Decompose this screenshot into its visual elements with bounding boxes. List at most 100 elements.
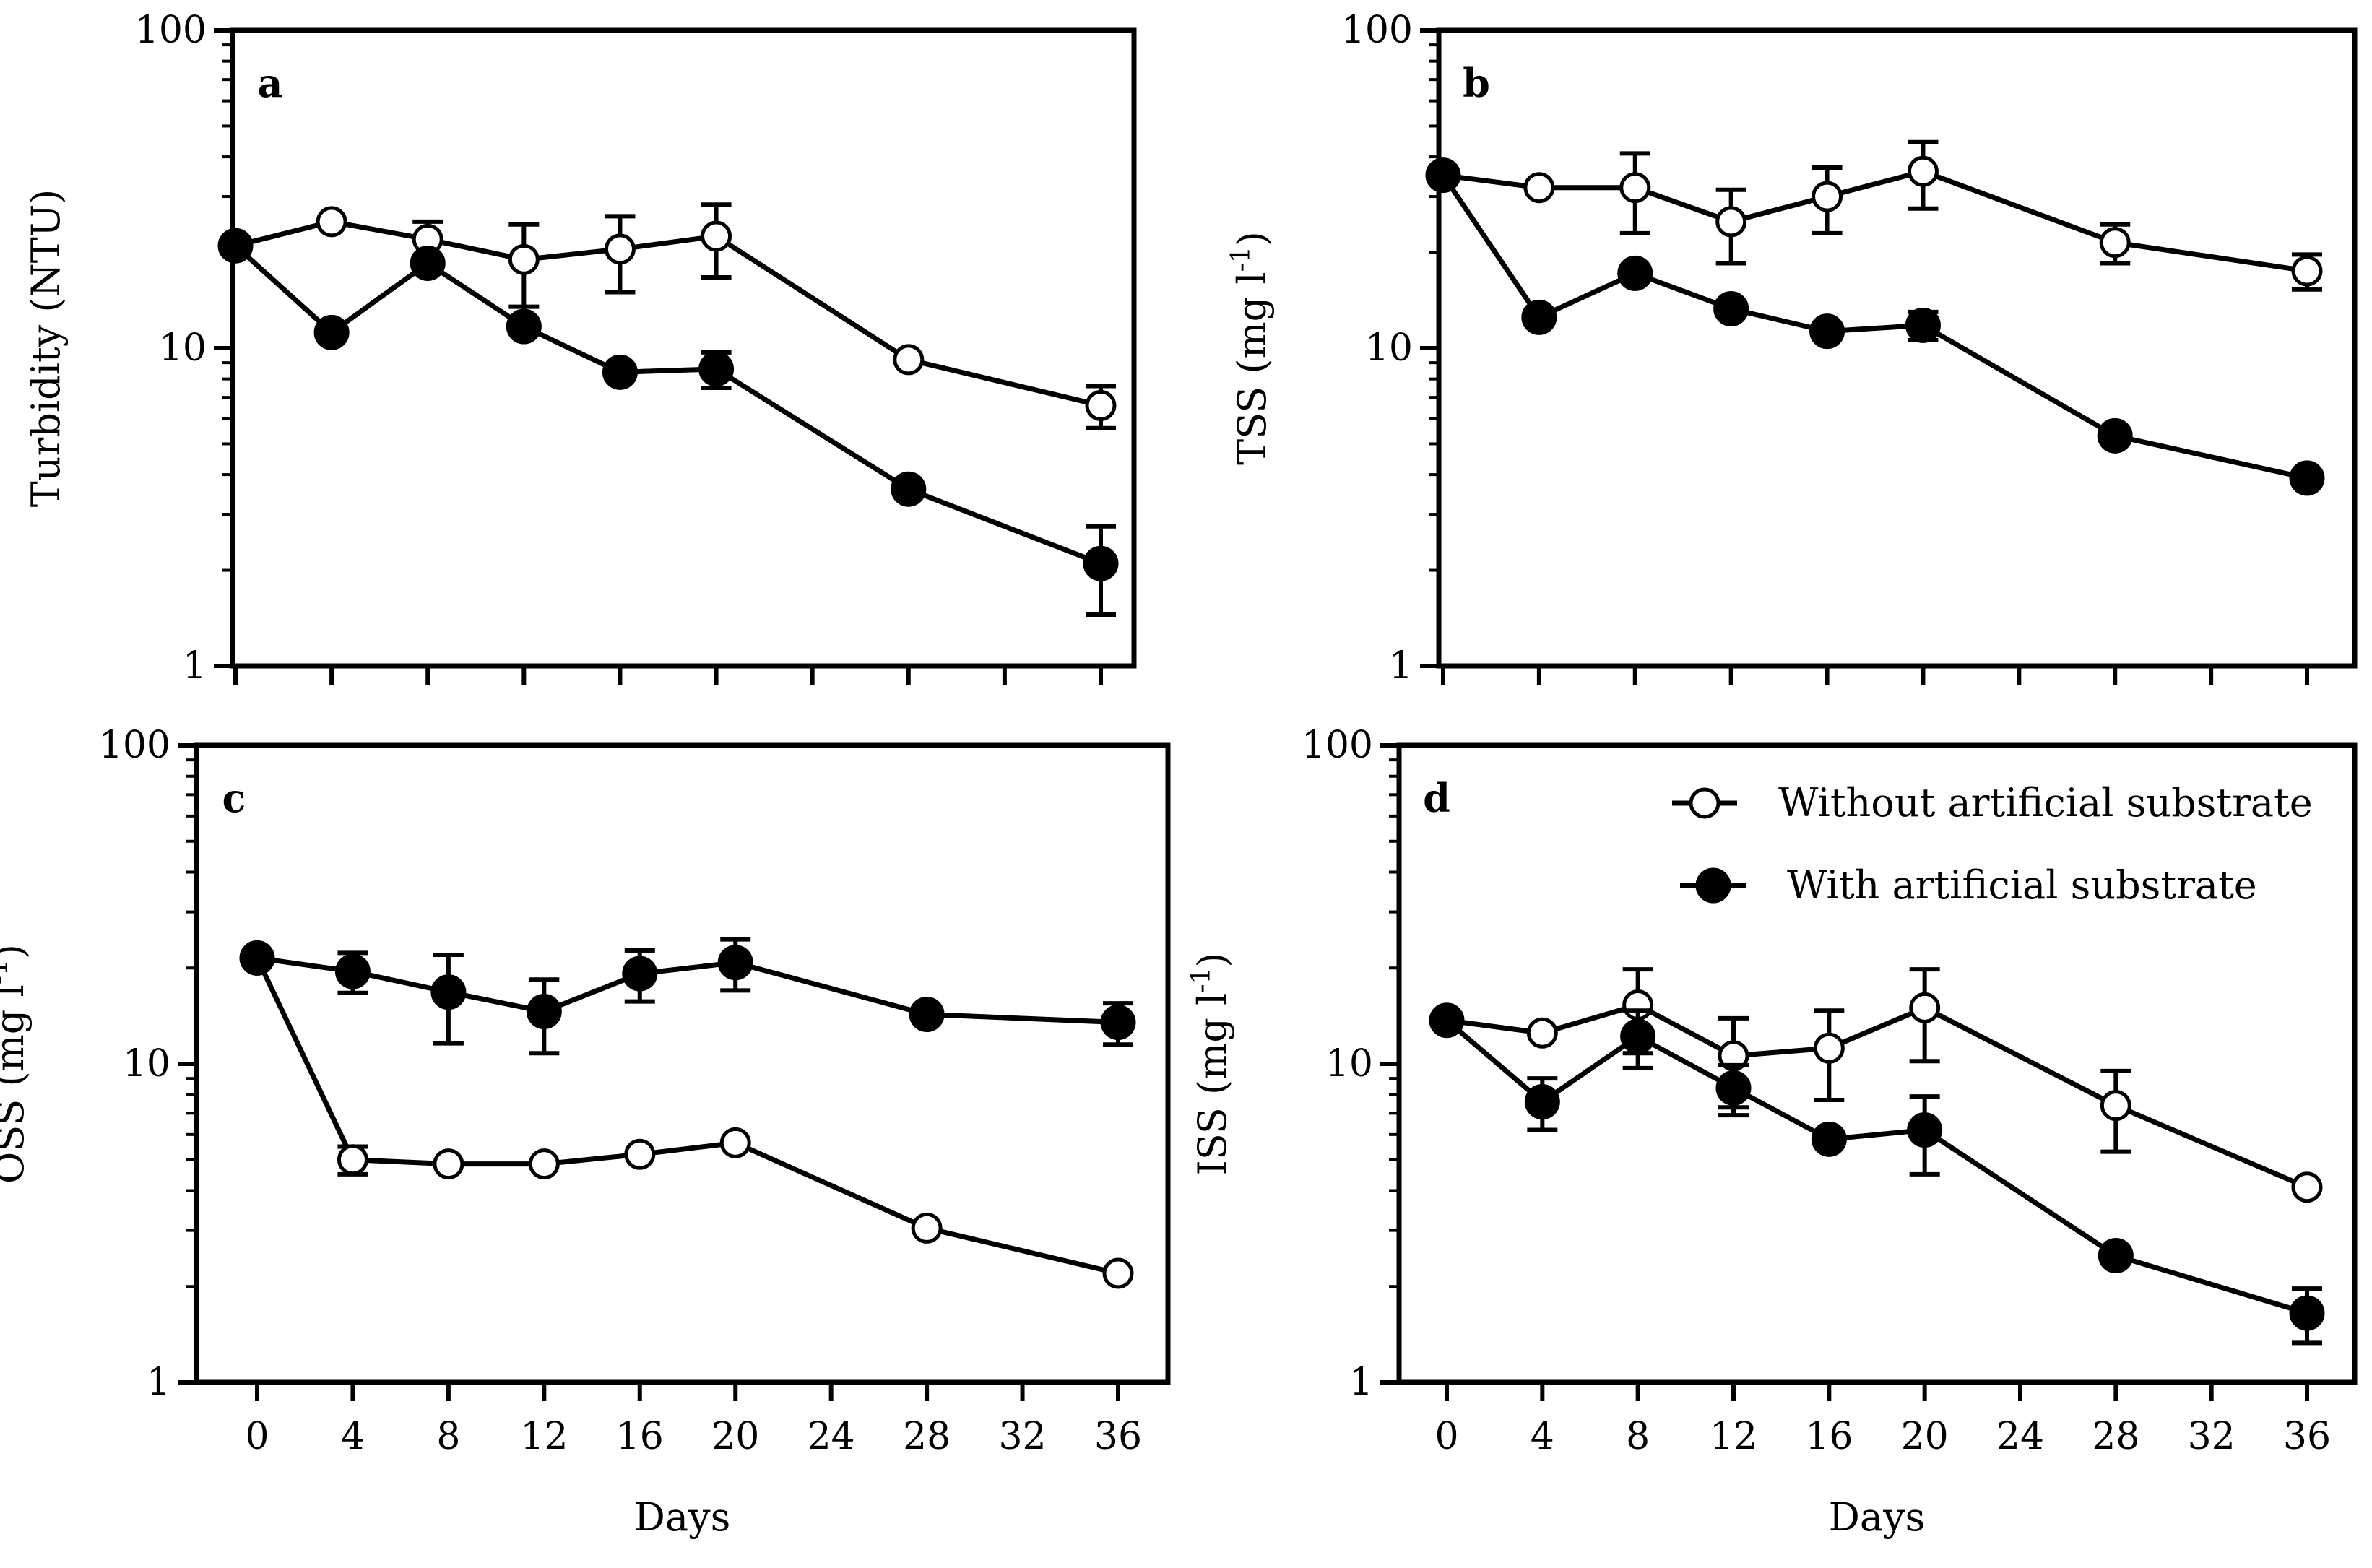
y-axis-title-end: ) (1190, 953, 1235, 968)
open-marker (1523, 172, 1555, 204)
filled-marker (1620, 1018, 1656, 1054)
open-marker (528, 1148, 560, 1180)
panel-b: 1 10 100 TSS (mg l-1) b (1226, 9, 2358, 688)
x-axis-title: Days (634, 1494, 731, 1540)
y-axis-title-superscript: -1 (0, 959, 14, 984)
x-tick-label: 4 (1531, 1415, 1554, 1458)
x-tick-label: 16 (1805, 1415, 1853, 1458)
filled-marker (602, 354, 638, 390)
x-tick-label: 32 (998, 1415, 1046, 1458)
series-line-filled (1445, 1018, 2308, 1316)
panel-letter: b (1463, 60, 1490, 106)
x-tick-label: 12 (1710, 1415, 1757, 1458)
legend: Without artificial substrate With artific… (1672, 780, 2313, 908)
open-marker (2100, 1090, 2131, 1122)
filled-marker (506, 308, 542, 345)
open-marker (1102, 1257, 1134, 1289)
filled-marker (1524, 1084, 1560, 1120)
y-tick-label: 1 (1349, 1361, 1373, 1404)
panel-d: 1 10 100 0 4 8 12 16 20 24 28 32 36 Days ISS (mg l-1) d… (1187, 724, 2358, 1540)
y-tick-label: 1 (147, 1361, 170, 1404)
open-marker (1813, 1032, 1845, 1064)
x-tick-label: 36 (1094, 1415, 1142, 1458)
series-line-open (1446, 1002, 2308, 1190)
open-marker (1526, 1017, 1558, 1049)
series-line-open (235, 219, 1101, 408)
filled-marker (526, 994, 562, 1030)
y-axis-title-superscript: -1 (1187, 968, 1216, 993)
filled-marker (1429, 1002, 1465, 1039)
filled-marker (698, 351, 735, 387)
filled-marker (1809, 313, 1845, 350)
open-marker (604, 233, 636, 265)
filled-marker (239, 940, 275, 976)
x-tick-label: 16 (616, 1415, 664, 1458)
filled-marker (2289, 460, 2325, 496)
legend-open-marker (1689, 787, 1720, 819)
open-marker (1619, 172, 1651, 204)
y-tick-label: 1 (1389, 644, 1413, 688)
filled-marker (1713, 291, 1749, 327)
y-tick-label: 100 (99, 724, 170, 767)
filled-marker (2098, 1238, 2134, 1274)
filled-marker (891, 471, 927, 507)
series-line-open (254, 956, 1119, 1276)
plot-frame (1436, 27, 2358, 669)
open-marker (911, 1212, 943, 1244)
y-axis-title-end: ) (0, 944, 33, 959)
filled-marker (217, 228, 254, 264)
y-axis-title-superscript: -1 (1226, 246, 1256, 272)
y-axis-title: Turbidity (NTU) (23, 189, 69, 508)
y-axis-title: ISS (mg l-1) (1187, 953, 1235, 1176)
open-marker (508, 243, 540, 275)
panel-letter: c (222, 775, 246, 821)
x-tick-label: 20 (1901, 1415, 1949, 1458)
open-marker (1715, 206, 1747, 238)
filled-marker (1521, 299, 1557, 335)
y-tick-label: 10 (1365, 326, 1413, 370)
x-tick-label: 32 (2188, 1415, 2235, 1458)
panel-letter: d (1423, 775, 1450, 821)
filled-marker (334, 953, 371, 989)
filled-marker (717, 945, 753, 981)
filled-marker (1905, 307, 1941, 343)
filled-marker (909, 996, 945, 1032)
x-tick-label: 20 (711, 1415, 759, 1458)
filled-marker (622, 956, 658, 992)
x-tick-label: 24 (1996, 1415, 2044, 1458)
x-axis-title: Days (1829, 1494, 1926, 1540)
y-tick-label: 10 (123, 1042, 170, 1086)
open-marker (701, 220, 732, 252)
x-tick-label: 8 (1626, 1415, 1650, 1458)
x-tick-label: 8 (436, 1415, 460, 1458)
series-line-filled (1441, 173, 2308, 481)
y-tick-label: 100 (135, 9, 207, 52)
y-axis-title-end: ) (1229, 231, 1275, 246)
x-tick-label: 28 (903, 1415, 951, 1458)
filled-marker (1100, 1005, 1136, 1041)
filled-marker (430, 974, 467, 1010)
filled-marker (1083, 545, 1119, 581)
y-axis-title: TSS (mg l-1) (1226, 231, 1275, 465)
y-axis-title-text: OSS (mg l (0, 984, 33, 1184)
open-marker (1085, 389, 1117, 421)
legend-label-filled: With artificial substrate (1787, 862, 2257, 908)
panel-a: 1 10 100 Turbidity (NTU) a (23, 9, 1137, 688)
open-marker (316, 206, 347, 238)
y-axis-title-text: ISS (mg l (1190, 993, 1235, 1176)
filled-marker (313, 314, 350, 350)
filled-marker (2097, 417, 2133, 454)
plot-frame (230, 27, 1137, 669)
panel-letter: a (258, 60, 283, 106)
panel-c: 1 10 100 0 4 8 12 16 20 24 28 32 36 Days OSS (mg l-1) c (0, 724, 1171, 1540)
y-axis-title: OSS (mg l-1) (0, 944, 33, 1184)
legend-filled-marker (1695, 867, 1731, 904)
open-marker (337, 1144, 368, 1176)
filled-marker (1715, 1070, 1752, 1106)
series-line-open (1442, 168, 2308, 274)
open-marker (2291, 1171, 2323, 1203)
filled-marker (2289, 1295, 2325, 1331)
x-tick-label: 36 (2283, 1415, 2331, 1458)
open-marker (1907, 155, 1939, 187)
y-axis-title-text: TSS (mg l (1229, 272, 1275, 465)
